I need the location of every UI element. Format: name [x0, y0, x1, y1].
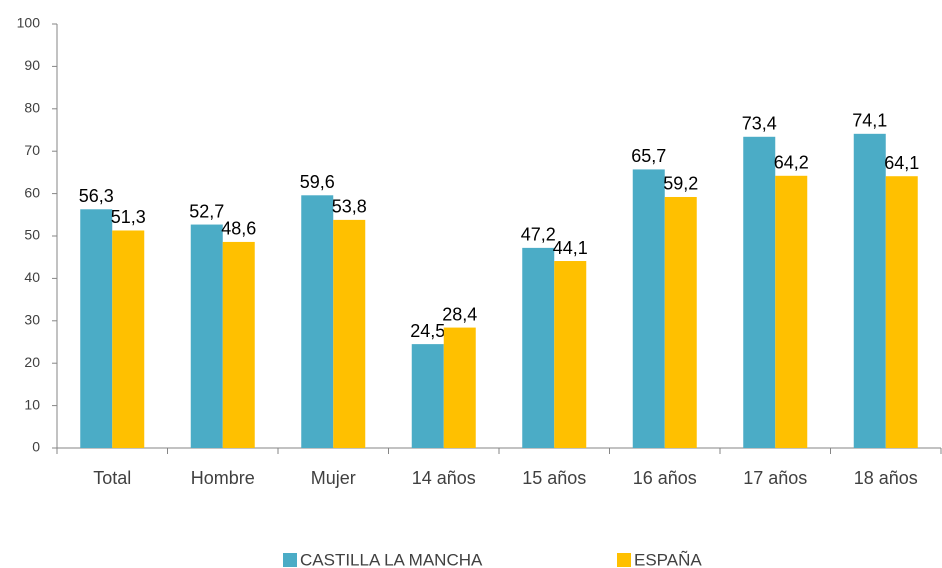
data-label: 64,1 — [884, 153, 919, 173]
x-tick-label: 17 años — [743, 468, 807, 488]
data-label: 65,7 — [631, 146, 666, 166]
data-label: 56,3 — [79, 186, 114, 206]
bar — [190, 224, 223, 448]
bar — [443, 327, 476, 448]
y-tick-label: 0 — [32, 439, 40, 455]
bar — [301, 195, 334, 448]
data-label: 24,5 — [410, 321, 445, 341]
y-tick-label: 70 — [24, 142, 40, 158]
bar — [112, 230, 145, 448]
y-tick-label: 40 — [24, 269, 40, 285]
bar — [411, 344, 444, 448]
x-tick-label: 15 años — [522, 468, 586, 488]
x-tick-label: 14 años — [412, 468, 476, 488]
bar — [222, 241, 255, 448]
bar — [664, 196, 697, 448]
data-label: 48,6 — [221, 219, 256, 239]
bar — [554, 261, 587, 448]
data-label: 28,4 — [442, 304, 477, 324]
y-tick-label: 100 — [17, 15, 41, 31]
bar — [743, 136, 776, 448]
bar — [853, 133, 886, 449]
y-tick-label: 10 — [24, 396, 40, 412]
legend-swatch — [617, 553, 631, 567]
data-label: 52,7 — [189, 201, 224, 221]
y-tick-label: 20 — [24, 354, 40, 370]
y-tick-label: 80 — [24, 100, 40, 116]
data-label: 64,2 — [774, 153, 809, 173]
legend-label: CASTILLA LA MANCHA — [300, 550, 483, 568]
y-tick-label: 60 — [24, 184, 40, 200]
data-label: 44,1 — [553, 238, 588, 258]
y-tick-label: 90 — [24, 57, 40, 73]
y-tick-label: 50 — [24, 227, 40, 243]
bar — [775, 175, 808, 449]
data-label: 74,1 — [852, 111, 887, 131]
data-label: 47,2 — [521, 225, 556, 245]
legend-label: ESPAÑA — [634, 550, 702, 568]
bar — [632, 169, 665, 448]
legend-swatch — [283, 553, 297, 567]
x-tick-label: 18 años — [854, 468, 918, 488]
x-tick-label: Total — [93, 468, 131, 488]
y-tick-label: 30 — [24, 312, 40, 328]
bar — [885, 176, 918, 448]
bar — [333, 219, 366, 448]
bar — [80, 209, 113, 448]
data-label: 73,4 — [742, 114, 777, 134]
bar — [522, 247, 555, 448]
data-label: 51,3 — [111, 207, 146, 227]
data-label: 59,2 — [663, 174, 698, 194]
x-tick-label: Hombre — [191, 468, 255, 488]
x-tick-label: Mujer — [311, 468, 356, 488]
data-label: 53,8 — [332, 197, 367, 217]
data-label: 59,6 — [300, 172, 335, 192]
x-tick-label: 16 años — [633, 468, 697, 488]
